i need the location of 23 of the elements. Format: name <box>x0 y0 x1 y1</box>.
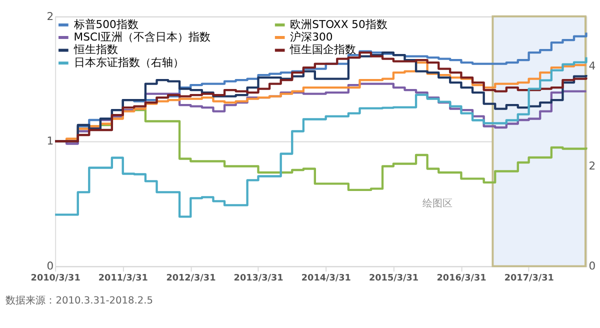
legend-label: 日本东证指数（右轴） <box>74 56 184 70</box>
y2-tick-label: 4 <box>588 60 596 73</box>
y-tick-label: 0 <box>46 260 54 273</box>
legend-label: 恒生指数 <box>72 43 118 56</box>
y2-tick-label: 2 <box>588 160 596 173</box>
legend-label: 标普500指数 <box>72 18 138 31</box>
x-tick-label: 2014/3/31 <box>301 273 351 284</box>
legend-label: 沪深300 <box>290 30 333 44</box>
x-tick-label: 2010/3/31 <box>30 273 80 284</box>
legend-label: 恒生国企指数 <box>289 43 356 56</box>
x-tick-label: 2011/3/31 <box>98 273 148 284</box>
annotation: 绘图区 <box>422 198 453 210</box>
y-tick-label: 2 <box>46 10 54 23</box>
y2-tick-label: 0 <box>588 260 596 273</box>
y-tick-label: 1 <box>46 134 54 148</box>
x-tick-label: 2013/3/31 <box>234 273 284 284</box>
legend-label: 欧洲STOXX 50指数 <box>290 18 388 31</box>
x-tick-label: 2015/3/31 <box>368 273 419 284</box>
source-note: 数据来源：2010.3.31-2018.2.5 <box>6 294 154 307</box>
x-tick-label: 2017/3/31 <box>504 273 554 284</box>
legend-label: MSCI亚洲（不含日本）指数 <box>74 30 211 44</box>
x-tick-label: 2016/3/31 <box>436 273 486 284</box>
x-tick-label: 2012/3/31 <box>166 273 216 284</box>
